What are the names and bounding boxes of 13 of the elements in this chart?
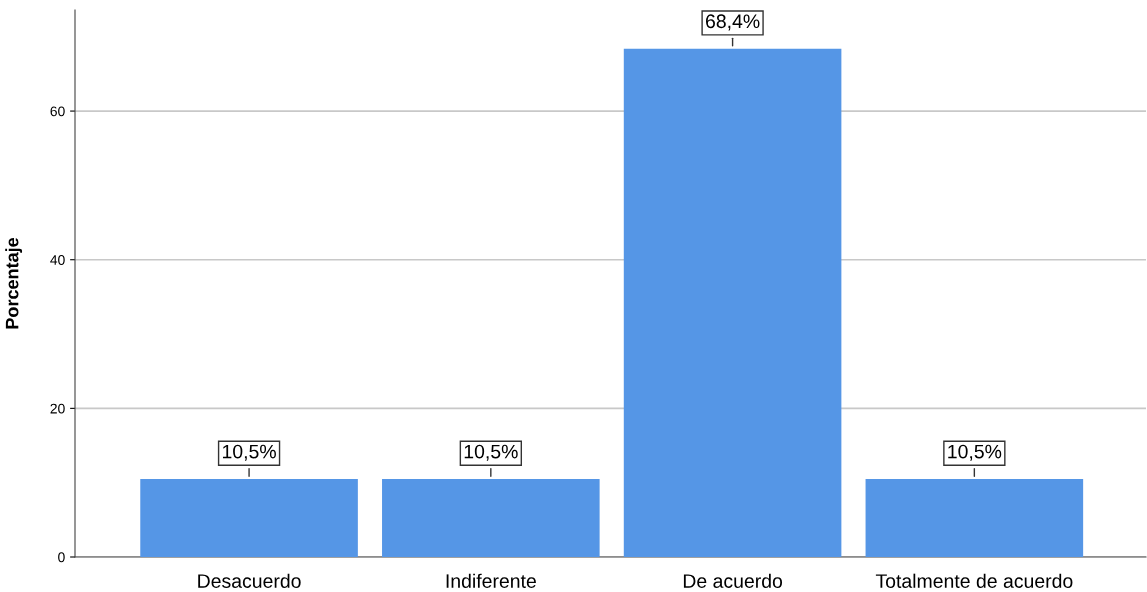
y-axis-title: Porcentaje	[5, 237, 23, 329]
data-label: 10,5%	[948, 444, 1002, 461]
x-tick-label: Indiferente	[446, 573, 536, 588]
x-tick-label: Desacuerdo	[198, 573, 301, 588]
data-label: 10,5%	[464, 444, 518, 461]
data-label: 68,4%	[706, 14, 760, 31]
y-tick-label: 0	[58, 552, 65, 563]
x-tick-label: De acuerdo	[683, 573, 783, 588]
data-label: 10,5%	[222, 444, 276, 461]
x-tick-label: Totalmente de acuerdo	[875, 573, 1073, 588]
y-tick-label: 60	[50, 106, 65, 117]
y-tick-label: 40	[50, 255, 65, 265]
y-tick-label: 20	[50, 403, 65, 414]
